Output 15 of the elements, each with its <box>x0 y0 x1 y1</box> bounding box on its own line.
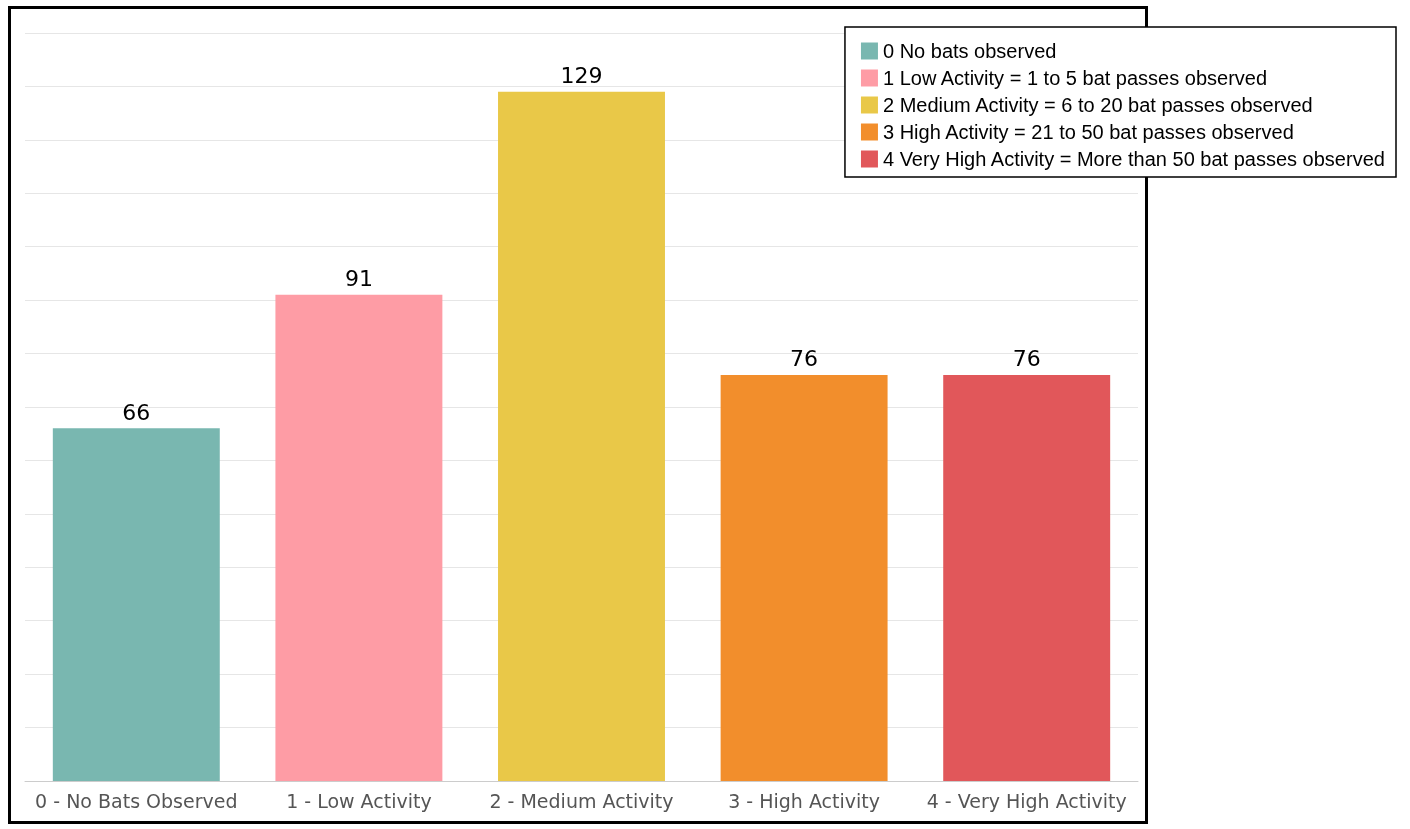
data-label: 129 <box>560 63 603 89</box>
data-label: 66 <box>122 399 151 425</box>
legend-label: 0 No bats observed <box>882 40 1057 62</box>
legend-label: 2 Medium Activity = 6 to 20 bat passes observed <box>882 94 1313 116</box>
x-tick-label: 4 - Very High Activity <box>926 789 1127 812</box>
legend-label: 4 Very High Activity = More than 50 bat passes observed <box>882 148 1385 170</box>
x-tick-label: 1 - Low Activity <box>286 789 432 812</box>
data-label: 76 <box>1012 346 1041 372</box>
legend-label: 1 Low Activity = 1 to 5 bat passes observed <box>882 67 1268 89</box>
x-tick-label: 0 - No Bats Observed <box>35 789 238 812</box>
x-tick-label: 3 - High Activity <box>728 789 880 812</box>
data-label: 76 <box>790 346 819 372</box>
x-tick-label: 2 - Medium Activity <box>489 789 674 812</box>
data-label: 91 <box>344 266 373 292</box>
legend-label: 3 High Activity = 21 to 50 bat passes observed <box>882 121 1294 143</box>
